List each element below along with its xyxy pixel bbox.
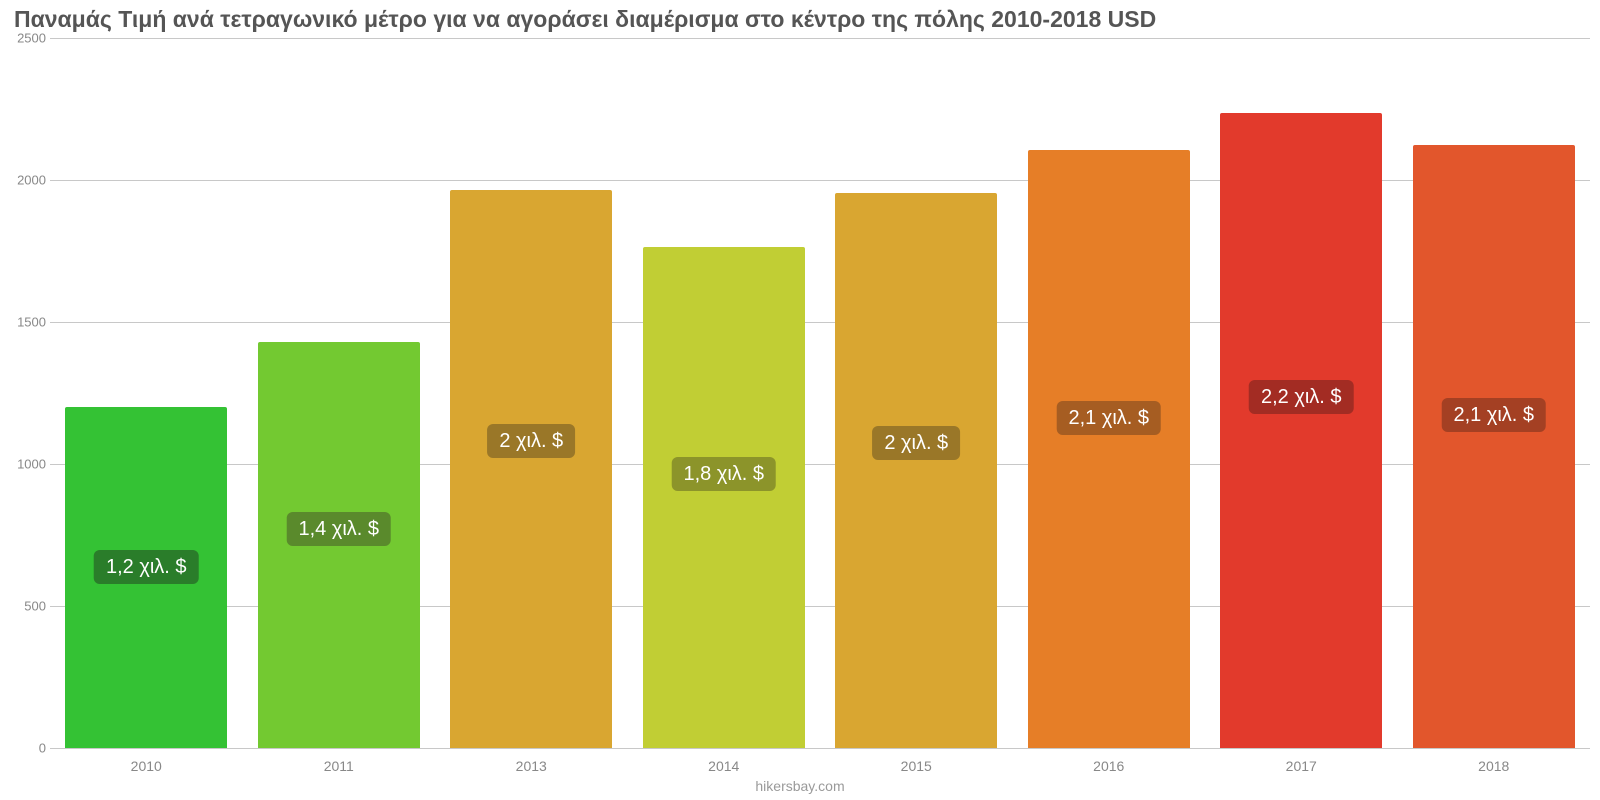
bar: 2 χιλ. $ [450,190,612,748]
bar-slot: 1,2 χιλ. $ [50,38,243,748]
x-tick-label: 2011 [243,758,436,774]
value-badge: 2,1 χιλ. $ [1441,398,1546,432]
x-tick-label: 2017 [1205,758,1398,774]
y-tick-label: 1000 [0,457,46,472]
x-tick-label: 2013 [435,758,628,774]
bar: 1,2 χιλ. $ [65,407,227,748]
value-badge: 1,8 χιλ. $ [671,457,776,491]
y-tick-label: 500 [0,599,46,614]
y-tick-label: 2500 [0,31,46,46]
y-tick-label: 0 [0,741,46,756]
value-badge: 2 χιλ. $ [487,424,575,458]
value-badge: 2,2 χιλ. $ [1249,380,1354,414]
chart-container: Παναμάς Τιμή ανά τετραγωνικό μέτρο για ν… [0,0,1600,800]
gridline [50,748,1590,749]
bar-slot: 2,2 χιλ. $ [1205,38,1398,748]
bar: 2,1 χιλ. $ [1028,150,1190,748]
value-badge: 2,1 χιλ. $ [1056,401,1161,435]
bar-slot: 1,4 χιλ. $ [243,38,436,748]
bar: 2 χιλ. $ [835,193,997,748]
y-tick-label: 1500 [0,315,46,330]
bar: 2,1 χιλ. $ [1413,145,1575,749]
bar: 1,4 χιλ. $ [258,342,420,748]
value-badge: 1,4 χιλ. $ [286,512,391,546]
x-tick-label: 2018 [1398,758,1591,774]
bar-slot: 1,8 χιλ. $ [628,38,821,748]
plot-area: 1,2 χιλ. $ 1,4 χιλ. $ 2 χιλ. $ 1,8 χιλ. $ 2 … [50,38,1590,748]
x-tick-label: 2014 [628,758,821,774]
x-axis: 20102011201320142015201620172018 [50,758,1590,774]
bar-slot: 2,1 χιλ. $ [1013,38,1206,748]
bars-group: 1,2 χιλ. $ 1,4 χιλ. $ 2 χιλ. $ 1,8 χιλ. $ 2 … [50,38,1590,748]
bar: 1,8 χιλ. $ [643,247,805,748]
chart-title: Παναμάς Τιμή ανά τετραγωνικό μέτρο για ν… [14,6,1586,33]
source-attribution: hikersbay.com [0,778,1600,794]
x-tick-label: 2015 [820,758,1013,774]
value-badge: 2 χιλ. $ [872,426,960,460]
y-tick-label: 2000 [0,173,46,188]
x-tick-label: 2016 [1013,758,1206,774]
bar: 2,2 χιλ. $ [1220,113,1382,748]
x-tick-label: 2010 [50,758,243,774]
bar-slot: 2 χιλ. $ [820,38,1013,748]
bar-slot: 2 χιλ. $ [435,38,628,748]
value-badge: 1,2 χιλ. $ [94,550,199,584]
bar-slot: 2,1 χιλ. $ [1398,38,1591,748]
